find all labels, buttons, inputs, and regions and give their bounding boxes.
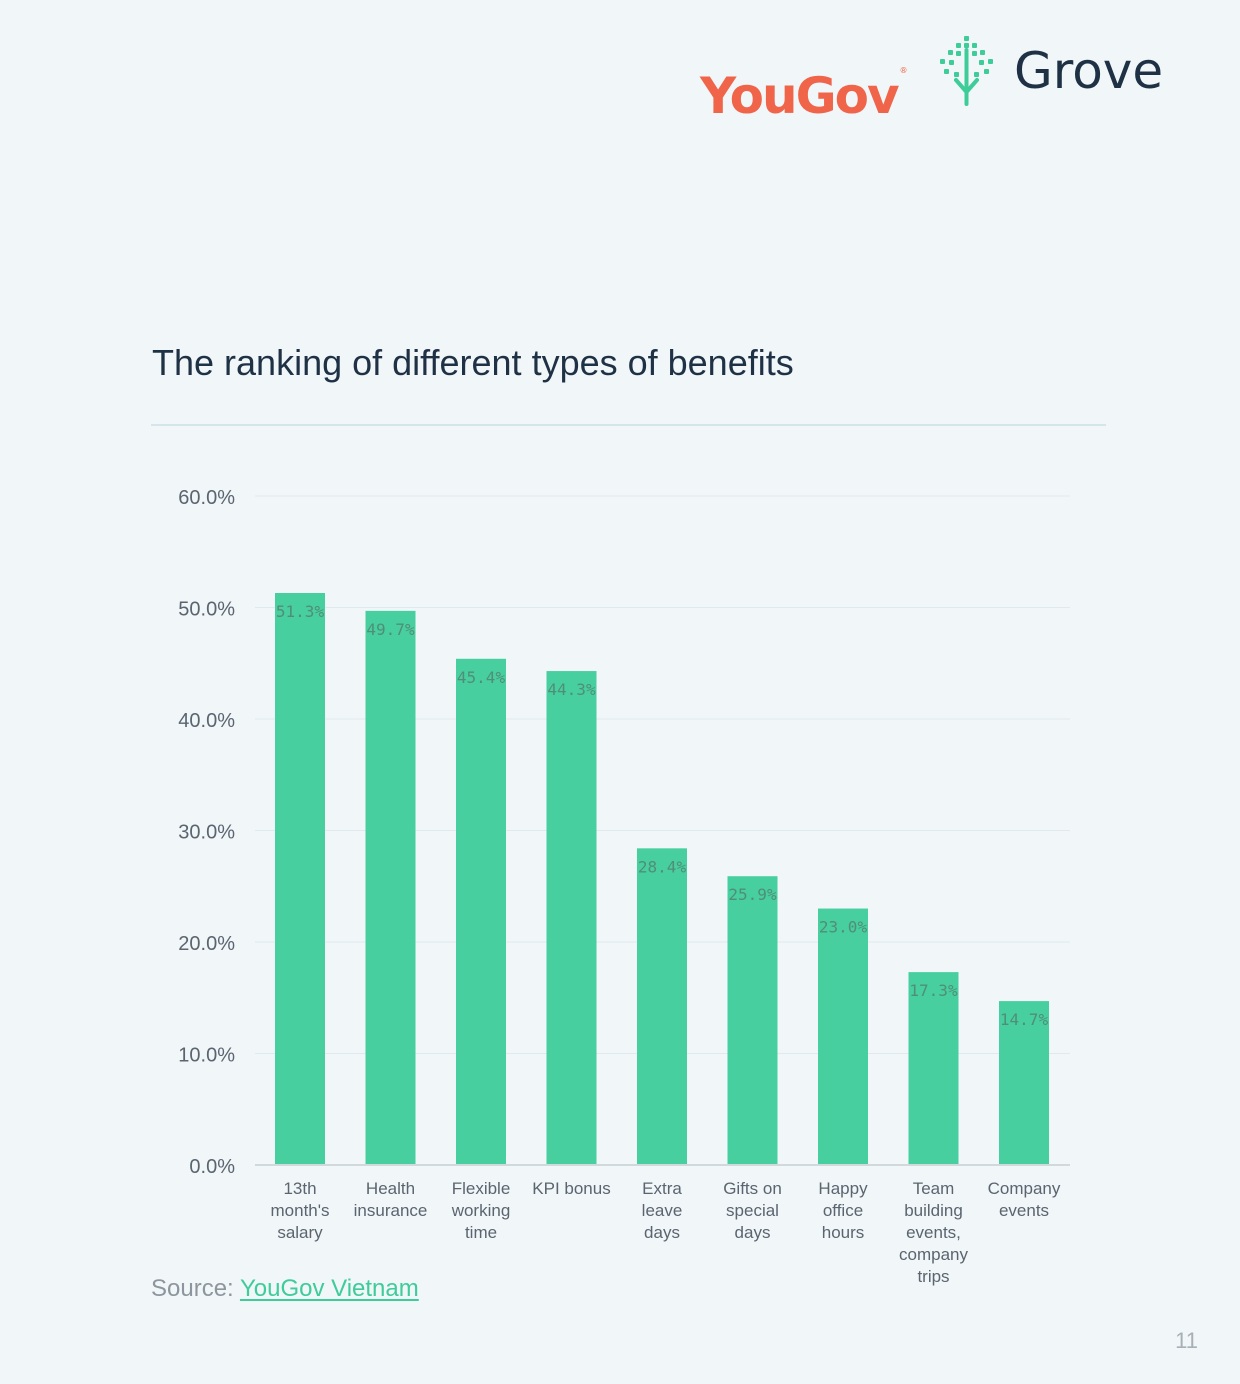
- x-tick-label: hours: [822, 1223, 865, 1242]
- x-tick-label: insurance: [354, 1201, 428, 1220]
- grove-tree-icon: [940, 36, 993, 106]
- page-number: 11: [1175, 1328, 1198, 1353]
- source-label: Source:: [151, 1275, 240, 1302]
- bar: [546, 671, 597, 1165]
- x-tick-label: Team: [913, 1179, 955, 1198]
- x-tick-label: month's: [271, 1201, 330, 1220]
- registered-mark: ®: [899, 66, 908, 75]
- y-tick-label: 10.0%: [178, 1045, 235, 1067]
- data-label: 23.0%: [819, 918, 868, 937]
- x-tick-label: company: [899, 1245, 968, 1264]
- x-tick-label: Happy: [818, 1179, 868, 1198]
- y-tick-label: 40.0%: [178, 710, 235, 732]
- y-tick-label: 50.0%: [178, 599, 235, 621]
- y-tick-label: 60.0%: [178, 487, 235, 509]
- x-tick-label: time: [465, 1223, 497, 1242]
- yougov-logo: YouGov ®: [700, 38, 908, 129]
- y-tick-label: 0.0%: [189, 1156, 235, 1178]
- data-label: 17.3%: [909, 981, 958, 1000]
- bar: [456, 658, 506, 1165]
- x-tick-label: Flexible: [452, 1179, 511, 1198]
- x-tick-label: Company: [988, 1179, 1061, 1198]
- x-tick-label: Health: [366, 1179, 415, 1198]
- bar: [818, 908, 868, 1165]
- bar: [908, 972, 959, 1165]
- yougov-logo-text: YouGov: [700, 67, 900, 125]
- bar: [637, 848, 687, 1165]
- x-tick-label: leave: [642, 1201, 683, 1220]
- x-tick-label: Extra: [642, 1179, 682, 1198]
- data-label: 14.7%: [1000, 1010, 1049, 1029]
- source-link[interactable]: YouGov Vietnam: [239, 1275, 419, 1302]
- bar: [727, 876, 778, 1165]
- x-tick-label: days: [644, 1223, 680, 1242]
- x-tick-label: Gifts on: [723, 1179, 782, 1198]
- x-tick-label: building: [904, 1201, 963, 1220]
- bar: [365, 610, 416, 1165]
- data-label: 49.7%: [366, 620, 415, 639]
- y-tick-label: 20.0%: [178, 933, 235, 955]
- x-tick-label: trips: [917, 1267, 949, 1286]
- x-tick-label: events,: [906, 1223, 961, 1242]
- bar: [275, 593, 325, 1165]
- x-tick-label: KPI bonus: [532, 1179, 610, 1198]
- chart-title: The ranking of different types of benefi…: [152, 342, 794, 383]
- x-tick-label: days: [735, 1223, 771, 1242]
- data-label: 28.4%: [638, 857, 687, 876]
- x-tick-label: office: [823, 1201, 863, 1220]
- grove-logo: Grove: [1014, 42, 1164, 100]
- source-note: Source: YouGov Vietnam: [151, 1275, 419, 1303]
- x-tick-label: 13th: [283, 1179, 316, 1198]
- x-tick-label: events: [999, 1201, 1049, 1220]
- data-label: 45.4%: [457, 668, 506, 687]
- x-tick-label: salary: [277, 1223, 323, 1242]
- title-divider: [151, 424, 1106, 426]
- data-label: 25.9%: [728, 885, 777, 904]
- bar: [999, 1001, 1049, 1165]
- y-tick-label: 30.0%: [178, 822, 235, 844]
- data-label: 51.3%: [276, 602, 325, 621]
- x-tick-label: special: [726, 1201, 779, 1220]
- data-label: 44.3%: [547, 680, 596, 699]
- x-tick-label: working: [451, 1201, 511, 1220]
